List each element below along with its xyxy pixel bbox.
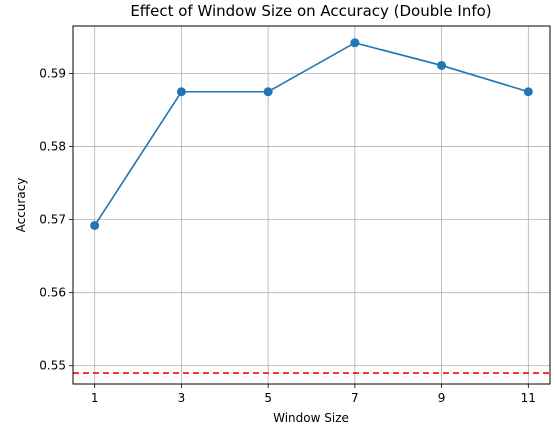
series-group [90, 38, 533, 230]
data-point [350, 38, 360, 48]
y-ticks: 0.55 0.56 0.57 0.58 0.59 [39, 66, 73, 373]
grid [73, 26, 550, 384]
data-point [263, 87, 273, 97]
y-tick-label: 0.56 [39, 286, 66, 300]
x-tick-label: 5 [264, 391, 272, 405]
y-axis-label: Accuracy [14, 178, 28, 233]
x-tick-label: 9 [438, 391, 446, 405]
y-tick-label: 0.58 [39, 140, 66, 154]
x-axis-label: Window Size [273, 411, 349, 425]
data-point [437, 60, 447, 70]
x-tick-label: 7 [351, 391, 359, 405]
data-point [523, 87, 533, 97]
y-tick-label: 0.59 [39, 66, 66, 80]
series-line [94, 41, 529, 226]
y-tick-label: 0.55 [39, 359, 66, 373]
x-tick-label: 3 [178, 391, 186, 405]
chart-title: Effect of Window Size on Accuracy (Doubl… [130, 2, 491, 20]
data-point [176, 87, 186, 97]
x-tick-label: 1 [91, 391, 99, 405]
plot-frame [72, 25, 551, 385]
x-ticks: 1 3 5 7 9 11 [91, 384, 536, 405]
data-point [90, 220, 100, 230]
y-tick-label: 0.57 [39, 213, 66, 227]
x-tick-label: 11 [521, 391, 536, 405]
